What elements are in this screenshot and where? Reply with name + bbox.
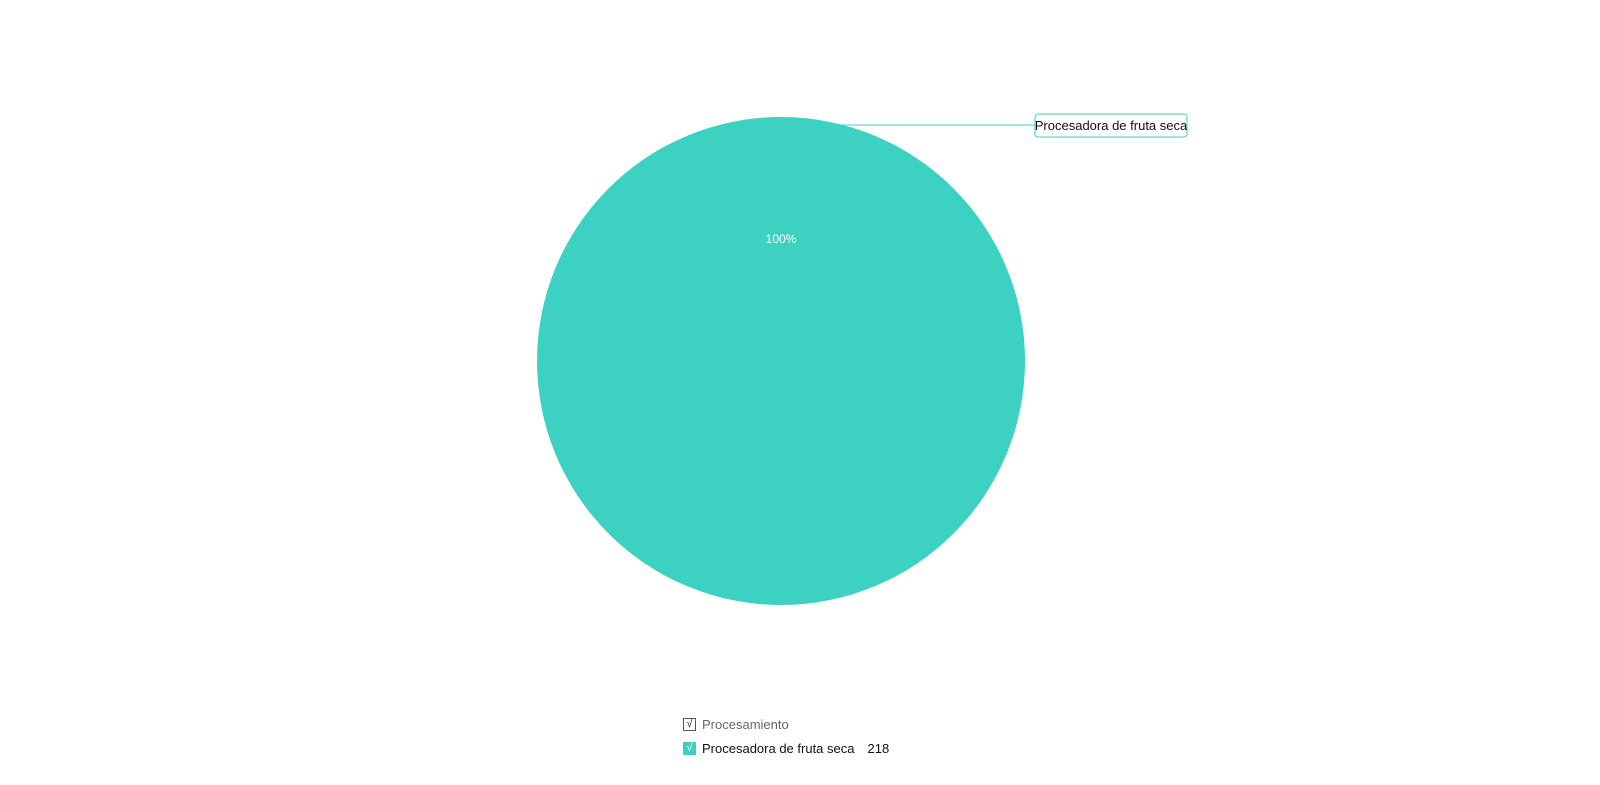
callout-label: Procesadora de fruta seca (1035, 118, 1188, 133)
legend: √ Procesamiento √ Procesadora de fruta s… (683, 712, 889, 760)
callout-box (1034, 113, 1188, 138)
legend-header-checkbox-icon[interactable]: √ (683, 717, 696, 731)
slice-percent-label: 100% (766, 232, 797, 246)
legend-item-checkbox-icon[interactable]: √ (683, 741, 696, 755)
legend-header[interactable]: √ Procesamiento (683, 712, 889, 736)
callout-leader-line (780, 117, 1035, 126)
legend-title: Procesamiento (702, 716, 789, 732)
legend-item-value: 218 (867, 740, 890, 756)
pie-slice[interactable] (537, 117, 1025, 605)
legend-item[interactable]: √ Procesadora de fruta seca 218 (683, 736, 889, 760)
legend-item-label: Procesadora de fruta seca (702, 740, 855, 756)
